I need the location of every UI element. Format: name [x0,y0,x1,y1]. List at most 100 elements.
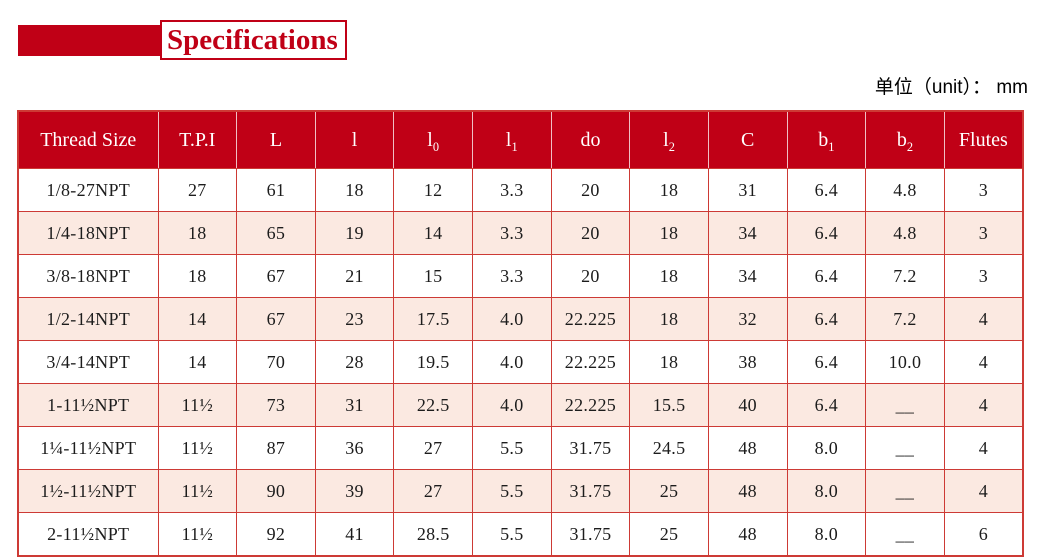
table-cell: 41 [314,512,395,557]
table-cell: 4.0 [472,383,552,427]
table-cell: 12 [393,168,473,212]
table-cell: 11½ [157,426,238,470]
table-cell: 2-11½NPT [17,512,159,557]
column-header: b1 [786,111,866,169]
table-cell: 4.0 [472,340,552,384]
table-cell: 3/4-14NPT [17,340,159,384]
table-cell: 48 [707,469,788,513]
table-cell: 15.5 [629,383,709,427]
table-cell: 22.5 [393,383,473,427]
table-cell: 92 [236,512,316,557]
table-cell: 1-11½NPT [17,383,159,427]
table-cell: 18 [157,254,238,298]
table-cell: 4 [943,383,1024,427]
column-header: L [236,111,316,169]
column-header: l [314,111,394,169]
column-header: T.P.I [157,111,237,169]
table-cell: 73 [236,383,316,427]
table-cell: 18 [629,211,709,255]
table-cell: 11½ [157,383,238,427]
table-cell: 20 [550,168,631,212]
table-cell: 5.5 [472,469,552,513]
table-cell: 87 [236,426,316,470]
table-cell: 90 [236,469,316,513]
table-cell: 31 [707,168,788,212]
table-cell: 25 [629,469,709,513]
table-cell: 11½ [157,512,238,557]
table-cell: 36 [314,426,395,470]
table-cell: 3 [943,254,1024,298]
table-cell: __ [865,383,945,427]
table-cell: __ [865,512,945,557]
table-cell: 19 [314,211,395,255]
table-cell: 31.75 [550,469,631,513]
table-cell: 34 [707,211,788,255]
table-cell: 39 [314,469,395,513]
table-cell: 14 [157,297,238,341]
table-cell: 6.4 [786,254,867,298]
table-cell: 5.5 [472,512,552,557]
table-cell: 1/2-14NPT [17,297,159,341]
table-cell: 3.3 [472,211,552,255]
column-header: C [707,111,787,169]
table-cell: 4.8 [865,211,945,255]
table-cell: 4 [943,340,1024,384]
table-cell: 40 [707,383,788,427]
table-cell: 28.5 [393,512,473,557]
column-header: l1 [472,111,552,169]
table-cell: 17.5 [393,297,473,341]
table-cell: 6.4 [786,383,867,427]
table-cell: 6 [943,512,1024,557]
table-cell: 3.3 [472,254,552,298]
table-cell: 32 [707,297,788,341]
table-cell: 4.0 [472,297,552,341]
table-cell: 18 [629,340,709,384]
table-cell: 65 [236,211,316,255]
table-cell: 23 [314,297,395,341]
table-cell: 20 [550,254,631,298]
table-cell: 1¼-11½NPT [17,426,159,470]
table-cell: 27 [393,469,473,513]
table-cell: __ [865,469,945,513]
table-cell: 20 [550,211,631,255]
table-cell: 25 [629,512,709,557]
table-row: 1/4-18NPT 18 65 19 14 3.3 20 18 34 6.4 4.8 3 [17,211,1024,255]
table-cell: 21 [314,254,395,298]
table-cell: 22.225 [550,383,631,427]
table-cell: 4 [943,426,1024,470]
table-row: 2-11½NPT 11½ 92 41 28.5 5.5 31.75 25 48 8.0 __ 6 [17,512,1024,557]
table-cell: 8.0 [786,426,867,470]
table-row: 1-11½NPT 11½ 73 31 22.5 4.0 22.225 15.5 40 6.4 __ 4 [17,383,1024,427]
table-cell: 48 [707,512,788,557]
table-cell: 8.0 [786,512,867,557]
table-cell: 31.75 [550,426,631,470]
table-cell: 70 [236,340,316,384]
table-cell: __ [865,426,945,470]
table-cell: 4 [943,469,1024,513]
table-cell: 6.4 [786,340,867,384]
table-cell: 6.4 [786,211,867,255]
table-cell: 1/4-18NPT [17,211,159,255]
table-cell: 6.4 [786,168,867,212]
table-cell: 31 [314,383,395,427]
table-cell: 31.75 [550,512,631,557]
table-cell: 38 [707,340,788,384]
table-row: 1¼-11½NPT 11½ 87 36 27 5.5 31.75 24.5 48 8.0 __ 4 [17,426,1024,470]
table-cell: 1/8-27NPT [17,168,159,212]
table-row: 3/4-14NPT 14 70 28 19.5 4.0 22.225 18 38 6.4 10.0 4 [17,340,1024,384]
table-cell: 3 [943,168,1024,212]
table-cell: 10.0 [865,340,945,384]
table-cell: 27 [393,426,473,470]
column-header: do [550,111,630,169]
table-cell: 6.4 [786,297,867,341]
column-header: Flutes [943,111,1023,169]
page-title: Specifications [160,20,347,60]
table-cell: 67 [236,254,316,298]
table-cell: 19.5 [393,340,473,384]
table-cell: 8.0 [786,469,867,513]
table-cell: 61 [236,168,316,212]
table-cell: 18 [629,168,709,212]
